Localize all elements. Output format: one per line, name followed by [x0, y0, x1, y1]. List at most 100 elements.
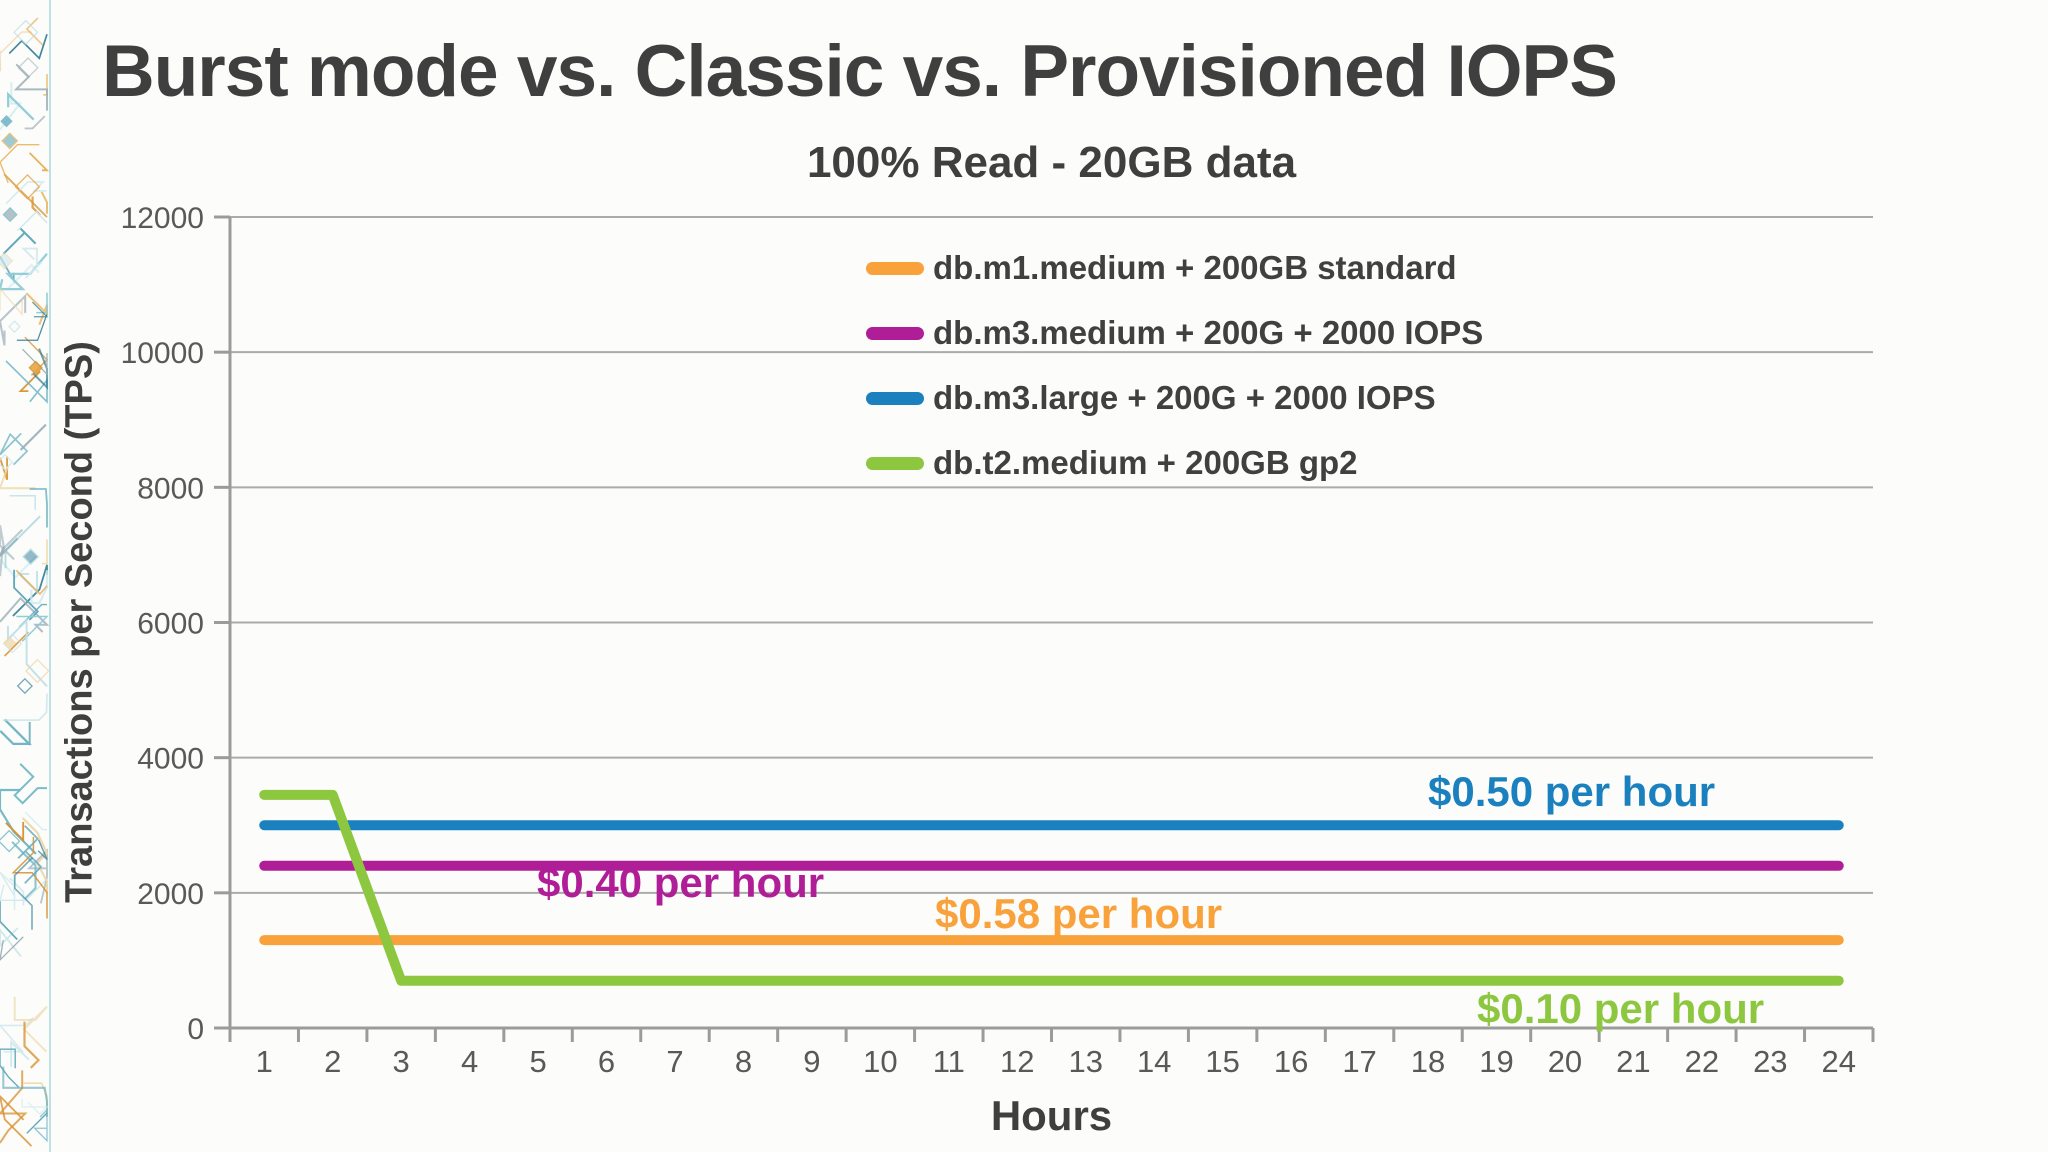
x-tick-label: 5: [529, 1044, 546, 1079]
pattern-trace: [13, 763, 47, 805]
pattern-trace: [0, 82, 23, 131]
pattern-trace: [24, 115, 46, 130]
pattern-trace: [0, 528, 24, 577]
pattern-trace: [15, 569, 48, 596]
pattern-diamond: [0, 829, 21, 853]
pattern-trace: [0, 596, 50, 633]
price-annotation-m1: $0.58 per hour: [935, 890, 1223, 937]
pattern-trace: [23, 1021, 41, 1069]
pattern-trace: [7, 91, 35, 121]
pattern-trace: [0, 1017, 34, 1053]
x-tick-label: 17: [1342, 1044, 1376, 1079]
x-tick-label: 4: [461, 1044, 478, 1079]
pattern-diamond: [17, 57, 39, 79]
pattern-trace: [25, 17, 44, 46]
pattern-trace: [2, 1066, 49, 1117]
pattern-trace: [29, 488, 48, 528]
pattern-trace: [30, 570, 49, 605]
pattern-trace: [3, 173, 48, 218]
pattern-trace: [10, 1039, 30, 1067]
y-tick-label: 8000: [137, 472, 204, 505]
x-tick-label: 13: [1068, 1044, 1102, 1079]
legend-label: db.m1.medium + 200GB standard: [933, 249, 1457, 286]
legend-item-m3m: db.m3.medium + 200G + 2000 IOPS: [866, 313, 1483, 353]
pattern-trace: [0, 1070, 28, 1144]
pattern-trace: [13, 996, 48, 1053]
legend-swatch-icon: [866, 456, 924, 470]
y-tick-label: 4000: [137, 743, 204, 776]
pattern-trace: [28, 152, 50, 172]
pattern-trace: [21, 247, 43, 279]
pattern-diamond: [2, 206, 18, 223]
x-tick-label: 21: [1616, 1044, 1650, 1079]
x-tick-label: 22: [1685, 1044, 1719, 1079]
y-axis-title: Transactions per Second (TPS): [58, 341, 101, 903]
pattern-diamond: [28, 360, 43, 375]
x-tick-label: 6: [598, 1044, 615, 1079]
legend-label: db.m3.large + 200G + 2000 IOPS: [933, 379, 1436, 416]
legend-swatch-icon: [866, 261, 924, 275]
pattern-diamond: [22, 548, 40, 566]
x-tick-label: 19: [1479, 1044, 1513, 1079]
pattern-diamond: [1, 132, 19, 150]
x-tick-label: 8: [735, 1044, 752, 1079]
pattern-diamond: [8, 320, 21, 333]
pattern-trace: [0, 293, 27, 346]
x-tick-label: 15: [1205, 1044, 1239, 1079]
pattern-diamond: [14, 174, 41, 200]
pattern-trace: [40, 191, 48, 214]
page-title: Burst mode vs. Classic vs. Provisioned I…: [102, 31, 1618, 112]
pattern-trace: [0, 936, 24, 961]
pattern-trace: [19, 423, 47, 451]
x-tick-label: 24: [1822, 1044, 1856, 1079]
y-tick-label: 12000: [121, 202, 204, 235]
pattern-trace: [22, 348, 48, 376]
pattern-trace: [17, 825, 43, 884]
pattern-diamond: [16, 677, 33, 695]
pattern-trace: [26, 1112, 48, 1134]
pattern-trace: [13, 569, 40, 621]
x-tick-label: 1: [256, 1044, 273, 1079]
pattern-trace: [37, 839, 48, 861]
x-tick-label: 18: [1411, 1044, 1445, 1079]
pattern-trace: [0, 143, 40, 184]
pattern-trace: [42, 539, 48, 565]
pattern-trace: [0, 456, 9, 480]
pattern-trace: [13, 63, 48, 111]
pattern-trace: [8, 33, 48, 60]
pattern-diamond: [0, 453, 14, 471]
pattern-trace: [5, 360, 48, 404]
x-tick-label: 11: [933, 1044, 965, 1079]
x-tick-label: 2: [324, 1044, 341, 1079]
pattern-trace: [33, 1108, 48, 1143]
y-tick-label: 10000: [121, 337, 204, 370]
y-tick-label: 0: [187, 1013, 204, 1046]
chart-subtitle: 100% Read - 20GB data: [806, 138, 1297, 187]
pattern-trace: [21, 1099, 49, 1116]
pattern-trace: [13, 856, 34, 930]
pattern-trace: [21, 817, 49, 894]
price-annotation-m3l: $0.50 per hour: [1428, 768, 1716, 815]
legend-item-m3l: db.m3.large + 200G + 2000 IOPS: [866, 378, 1483, 418]
pattern-trace: [2, 227, 37, 255]
y-tick-label: 2000: [137, 878, 204, 911]
x-tick-label: 12: [1000, 1044, 1034, 1079]
pattern-trace: [32, 348, 49, 390]
y-tick-label: 6000: [137, 608, 204, 641]
legend-swatch-icon: [866, 391, 924, 405]
pattern-trace: [0, 1048, 20, 1088]
pattern-trace: [0, 466, 36, 490]
series-line-t2: [259, 789, 1844, 986]
pattern-diamond: [0, 252, 14, 270]
pattern-trace: [5, 821, 25, 843]
pattern-diamond: [0, 115, 13, 128]
pattern-trace: [18, 370, 41, 393]
x-tick-label: 7: [666, 1044, 683, 1079]
pattern-trace: [0, 871, 16, 910]
pattern-trace: [0, 879, 48, 901]
x-tick-label: 14: [1137, 1044, 1171, 1079]
pattern-trace: [24, 811, 47, 831]
pattern-trace: [0, 901, 18, 941]
pattern-trace: [0, 432, 29, 466]
pattern-trace: [4, 515, 41, 569]
